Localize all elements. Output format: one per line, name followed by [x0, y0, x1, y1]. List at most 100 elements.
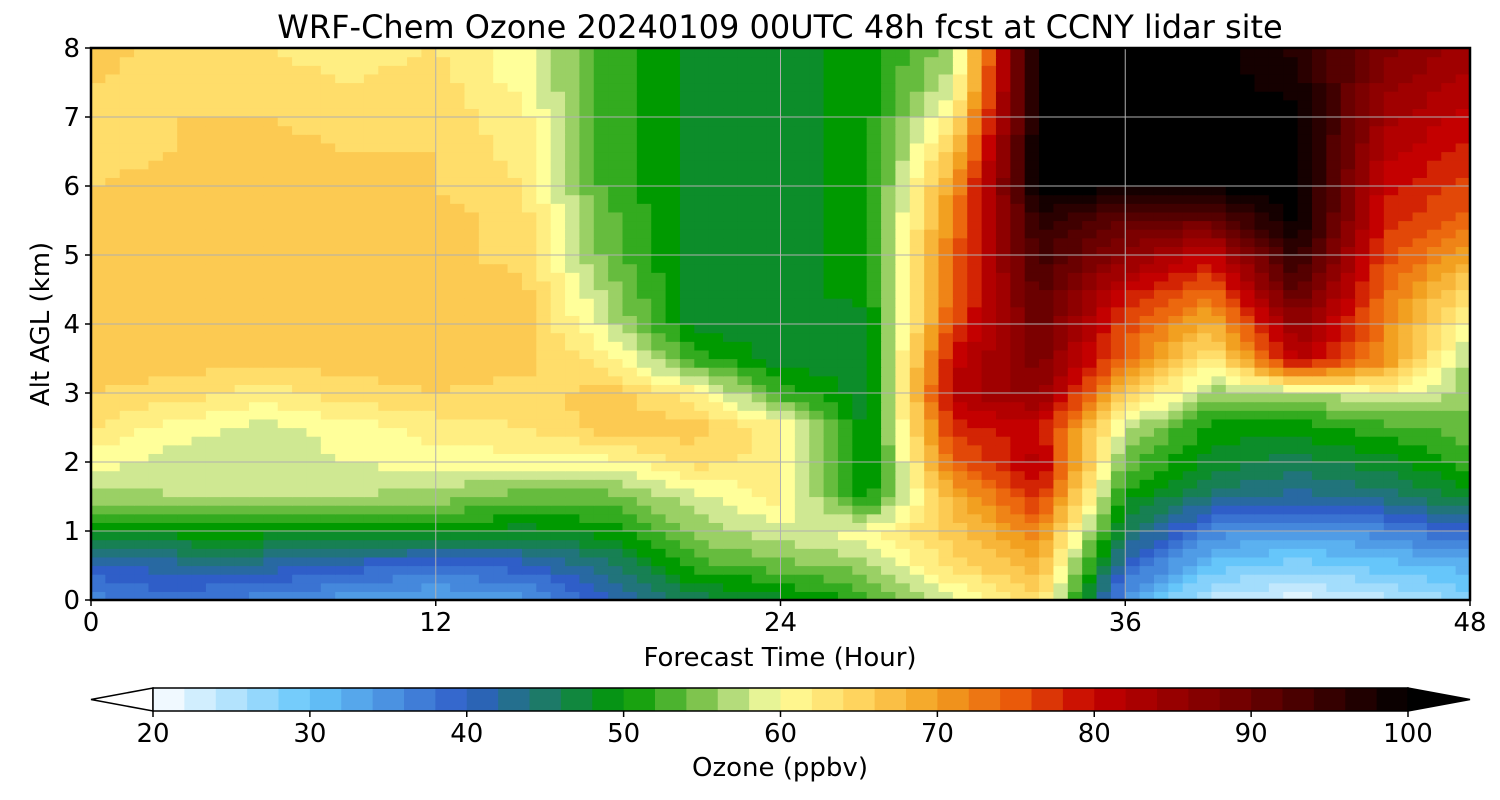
heat-cell — [306, 582, 322, 592]
heat-cell — [220, 393, 236, 403]
heat-cell — [464, 539, 480, 549]
heat-cell — [306, 418, 322, 429]
heat-cell — [392, 436, 408, 446]
heat-cell — [593, 324, 609, 334]
heat-cell — [320, 280, 336, 291]
heat-cell — [493, 246, 509, 256]
heat-cell — [593, 272, 609, 282]
heat-cell — [148, 203, 164, 213]
heat-cell — [1096, 246, 1112, 256]
heat-cell — [1340, 539, 1356, 549]
heat-cell — [679, 280, 695, 291]
heat-cell — [1139, 410, 1155, 420]
heat-cell — [550, 574, 566, 584]
heat-cell — [134, 393, 150, 403]
heat-cell — [421, 324, 437, 334]
heat-cell — [723, 237, 738, 247]
heat-cell — [665, 401, 681, 411]
heat-cell — [837, 237, 853, 247]
heat-cell — [536, 229, 552, 239]
heat-cell — [909, 393, 925, 403]
heat-cell — [1240, 487, 1256, 498]
heat-cell — [565, 289, 580, 299]
heat-cell — [421, 522, 437, 532]
heat-cell — [550, 487, 566, 498]
heat-cell — [1297, 349, 1313, 360]
heat-cell — [679, 220, 695, 230]
heat-cell — [464, 332, 480, 342]
heat-cell — [277, 289, 293, 299]
heat-cell — [881, 332, 897, 342]
heat-cell — [148, 367, 164, 377]
heat-cell — [1412, 487, 1428, 498]
heat-cell — [679, 444, 695, 454]
heat-cell — [1355, 574, 1371, 584]
heat-cell — [952, 375, 968, 385]
heat-cell — [1168, 522, 1184, 532]
heat-cell — [823, 272, 839, 282]
heat-cell — [134, 263, 150, 273]
heat-cell — [1369, 462, 1385, 472]
heat-cell — [1024, 255, 1040, 265]
heat-cell — [938, 410, 954, 420]
heat-cell — [536, 444, 552, 454]
heat-cell — [1369, 332, 1385, 342]
heat-cell — [507, 211, 523, 222]
heat-cell — [1182, 324, 1198, 334]
heat-cell — [579, 194, 595, 204]
heat-cell — [134, 410, 150, 420]
heat-cell — [895, 453, 911, 463]
heat-cell — [320, 410, 336, 420]
heat-cell — [694, 272, 710, 282]
heat-cell — [1441, 186, 1457, 196]
heat-cell — [608, 384, 624, 394]
heat-cell — [708, 410, 724, 420]
heat-cell — [335, 531, 351, 541]
heat-cell — [148, 496, 164, 506]
heat-cell — [866, 358, 882, 368]
heat-cell — [220, 505, 236, 515]
heat-cell — [1225, 487, 1241, 498]
heat-cell — [1024, 496, 1040, 506]
heat-cell — [952, 418, 968, 429]
heat-cell — [1283, 375, 1299, 385]
heat-cell — [1254, 211, 1270, 222]
heat-cell — [1168, 513, 1184, 523]
heat-cell — [220, 341, 236, 351]
heat-cell — [1383, 444, 1399, 454]
heat-cell — [1326, 263, 1342, 273]
heat-cell — [349, 280, 365, 291]
heat-cell — [349, 315, 365, 325]
heat-cell — [794, 315, 810, 325]
heat-cell — [421, 280, 437, 291]
heat-cell — [220, 220, 236, 230]
heat-cell — [478, 436, 494, 446]
heat-cell — [1024, 306, 1040, 316]
heat-cell — [1455, 574, 1470, 584]
heat-cell — [579, 332, 595, 342]
heat-cell — [91, 237, 106, 247]
heat-cell — [134, 358, 150, 368]
heat-cell — [1225, 367, 1241, 377]
heat-cell — [794, 306, 810, 316]
heat-cell — [895, 410, 911, 420]
heat-cell — [651, 367, 667, 377]
heat-cell — [536, 436, 552, 446]
heat-cell — [1139, 393, 1155, 403]
heat-cell — [220, 263, 236, 273]
heat-cell — [407, 513, 422, 523]
heat-cell — [938, 436, 954, 446]
heat-cell — [306, 574, 322, 584]
heat-cell — [435, 332, 451, 342]
heat-cell — [794, 548, 810, 558]
heat-cell — [450, 384, 466, 394]
heat-cell — [1182, 237, 1198, 247]
heat-cell — [407, 168, 422, 178]
heat-cell — [536, 315, 552, 325]
heat-cell — [952, 479, 968, 489]
heat-cell — [751, 582, 767, 592]
heat-cell — [335, 341, 351, 351]
heat-cell — [636, 263, 652, 273]
heat-cell — [766, 255, 782, 265]
heat-cell — [1010, 211, 1026, 222]
